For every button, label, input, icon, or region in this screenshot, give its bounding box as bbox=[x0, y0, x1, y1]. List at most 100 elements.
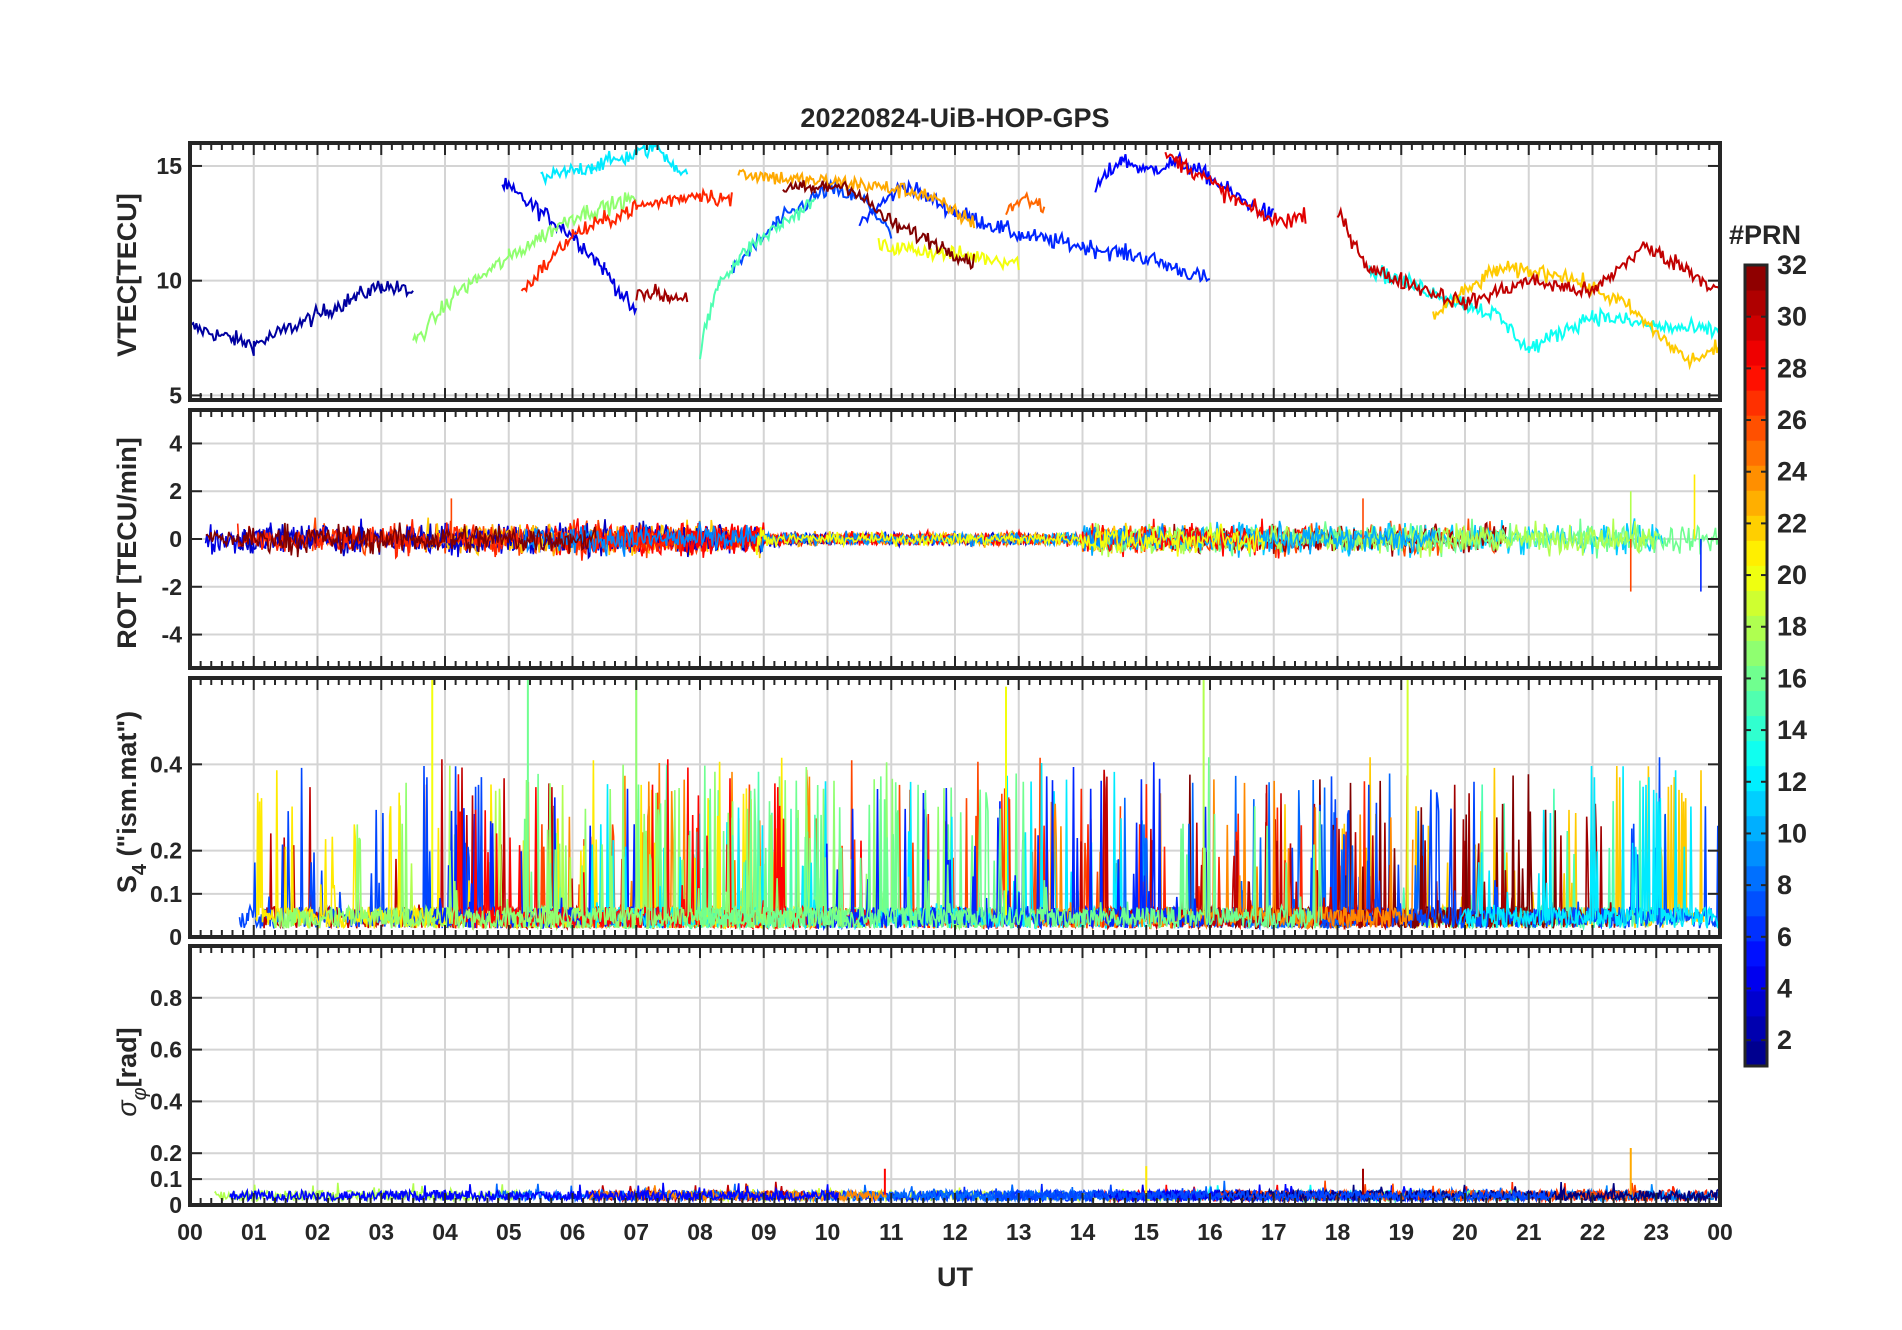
colorbar-swatch bbox=[1745, 640, 1767, 666]
figure-title: 20220824-UiB-HOP-GPS bbox=[800, 103, 1109, 133]
s4-ylabel: S4 ("ism.mat") bbox=[112, 711, 151, 893]
s4-series bbox=[695, 757, 1323, 930]
vtec-series-prn-25 bbox=[1005, 190, 1046, 216]
x-tick-label: 15 bbox=[1133, 1219, 1159, 1245]
data-lines bbox=[190, 143, 1720, 371]
colorbar-swatch bbox=[1745, 990, 1767, 1017]
x-tick-label: 05 bbox=[496, 1219, 522, 1245]
colorbar-swatch bbox=[1745, 890, 1767, 917]
colorbar-swatch bbox=[1745, 590, 1767, 616]
x-tick-label: 19 bbox=[1388, 1219, 1414, 1245]
y-tick-label: 2 bbox=[169, 478, 182, 504]
y-tick-label: 0 bbox=[169, 1192, 182, 1218]
data-lines bbox=[204, 474, 1720, 592]
vtec-panel: 5 10 15 bbox=[156, 141, 1722, 408]
x-tick-label: 22 bbox=[1580, 1219, 1606, 1245]
colorbar-swatch bbox=[1745, 565, 1767, 591]
colorbar-swatch bbox=[1745, 465, 1767, 491]
colorbar-tick-label: 6 bbox=[1777, 922, 1792, 952]
colorbar-label: #PRN bbox=[1729, 220, 1801, 250]
colorbar-swatch bbox=[1745, 515, 1767, 541]
x-tick-label: 08 bbox=[687, 1219, 713, 1245]
sigma-phi-ylabel: σφ[rad] bbox=[112, 1027, 151, 1116]
y-tick-label: 0.8 bbox=[150, 985, 182, 1011]
y-tick-label: 0 bbox=[169, 526, 182, 552]
vtec-series-prn-32 bbox=[782, 180, 976, 271]
x-tick-label: 21 bbox=[1516, 1219, 1542, 1245]
y-tick-label: 0.6 bbox=[150, 1037, 182, 1063]
sigma-phi-panel: 00.10.2 0.4 0.6 0.8 bbox=[150, 944, 1722, 1218]
x-tick-label: 09 bbox=[751, 1219, 777, 1245]
x-tick-label: 13 bbox=[1006, 1219, 1032, 1245]
colorbar-swatch bbox=[1745, 665, 1767, 692]
x-tick-label: 06 bbox=[560, 1219, 586, 1245]
colorbar-swatch bbox=[1745, 440, 1767, 466]
colorbar-frame bbox=[1743, 263, 1769, 1068]
vtec-series-prn-5 bbox=[1094, 150, 1275, 221]
y-tick-label: 0 bbox=[169, 924, 182, 950]
sigma-phi-series bbox=[229, 1182, 839, 1204]
colorbar-swatch bbox=[1745, 615, 1767, 641]
colorbar-swatch bbox=[1745, 290, 1767, 316]
x-tick-label: 02 bbox=[305, 1219, 331, 1245]
colorbar-tick-label: 10 bbox=[1777, 818, 1807, 848]
colorbar-swatch bbox=[1745, 490, 1767, 516]
s4-ylabel-subscript: 4 bbox=[129, 863, 151, 875]
colorbar-tick-label: 14 bbox=[1777, 715, 1807, 745]
colorbar-tick-label: 22 bbox=[1777, 508, 1807, 538]
colorbar-swatch bbox=[1745, 365, 1767, 391]
y-tick-label: 10 bbox=[156, 268, 182, 294]
vtec-series-prn-17 bbox=[412, 191, 638, 345]
vtec-series-prn-29 bbox=[1164, 151, 1307, 230]
colorbar-swatch bbox=[1745, 915, 1767, 942]
colorbar-swatch bbox=[1745, 690, 1767, 717]
colorbar-tick-label: 12 bbox=[1777, 767, 1807, 797]
colorbar-tick-label: 20 bbox=[1777, 560, 1807, 590]
y-tick-label: -4 bbox=[162, 622, 183, 648]
data-lines bbox=[238, 678, 1720, 932]
colorbar-swatch bbox=[1745, 715, 1767, 742]
sigma-phi-ylabel-rest: [rad] bbox=[112, 1027, 142, 1087]
x-tick-label: 10 bbox=[815, 1219, 841, 1245]
s4-ylabel-main: S bbox=[112, 875, 142, 893]
s4-ylabel-rest: ("ism.mat") bbox=[112, 711, 142, 864]
vtec-series-prn-22 bbox=[1432, 260, 1720, 371]
x-tick-label: 20 bbox=[1452, 1219, 1478, 1245]
y-tick-label: 4 bbox=[169, 430, 182, 456]
colorbar-swatch bbox=[1745, 1015, 1767, 1042]
colorbar-tick-label: 32 bbox=[1777, 250, 1807, 280]
y-tick-label: 0.1 bbox=[150, 881, 182, 907]
colorbar-swatch bbox=[1745, 790, 1767, 817]
rot-series bbox=[205, 522, 597, 558]
colorbar-tick-label: 28 bbox=[1777, 353, 1807, 383]
x-tick-label: 14 bbox=[1070, 1219, 1096, 1245]
x-tick-label: 01 bbox=[241, 1219, 267, 1245]
x-tick-label: 07 bbox=[623, 1219, 649, 1245]
x-tick-label: 16 bbox=[1197, 1219, 1223, 1245]
colorbar-swatch bbox=[1745, 940, 1767, 967]
y-tick-label: 0.4 bbox=[150, 1088, 182, 1114]
vtec-series-prn-2 bbox=[190, 280, 414, 357]
vtec-series-prn-23 bbox=[737, 168, 976, 229]
colorbar-swatch bbox=[1745, 390, 1767, 416]
x-tick-label: 03 bbox=[368, 1219, 394, 1245]
s4-series bbox=[1458, 765, 1720, 929]
colorbar-tick-label: 2 bbox=[1777, 1025, 1792, 1055]
vtec-series-prn-27 bbox=[520, 186, 733, 293]
sigma-phi-ylabel-main: σ bbox=[112, 1099, 142, 1117]
x-tick-label: 00 bbox=[177, 1219, 203, 1245]
colorbar-swatch bbox=[1745, 965, 1767, 992]
vtec-ylabel: VTEC[TECU] bbox=[112, 193, 142, 357]
data-lines bbox=[214, 1148, 1720, 1204]
y-tick-label: -2 bbox=[162, 574, 182, 600]
y-tick-label: 0.4 bbox=[150, 751, 182, 777]
y-tick-label: 0.2 bbox=[150, 1140, 182, 1166]
vtec-series-prn-6 bbox=[858, 178, 1211, 284]
s4-panel: 0 0.1 0.2 0.4 bbox=[150, 676, 1722, 950]
colorbar-swatch bbox=[1745, 815, 1767, 842]
vtec-series-prn-31 bbox=[635, 283, 689, 306]
vtec-series-prn-4 bbox=[501, 177, 638, 316]
sigma-phi-ylabel-subscript: φ bbox=[129, 1087, 151, 1100]
